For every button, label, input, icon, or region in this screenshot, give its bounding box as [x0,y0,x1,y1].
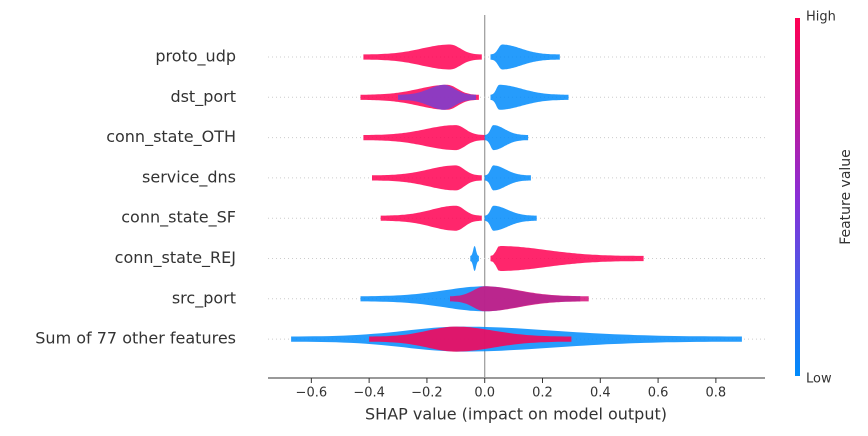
feature-label: conn_state_SF [121,208,236,228]
colorbar-label: Feature value [838,149,854,245]
swarm-blob [490,44,560,70]
x-axis-label: SHAP value (impact on model output) [365,405,667,424]
feature-label: proto_udp [155,47,236,67]
swarm-blob [484,125,529,151]
feature-label: service_dns [142,167,236,187]
colorbar-high: High [806,10,836,25]
swarm-blob [369,326,572,352]
swarm-blob [398,84,476,110]
swarm-blob [470,246,479,271]
swarm-blob [484,165,531,191]
swarm-blob [484,205,537,231]
feature-label: conn_state_REJ [115,248,236,268]
swarm-blob [450,286,589,312]
swarm-blob [490,84,569,110]
x-tick-label: 0.6 [648,386,669,401]
swarm-blob [380,205,482,231]
colorbar [795,18,800,376]
swarm-blob [363,125,485,151]
x-tick-label: 0.2 [532,386,553,401]
x-tick-label: 0.8 [706,386,727,401]
feature-label: conn_state_OTH [106,127,236,147]
x-tick-label: 0.4 [590,386,611,401]
colorbar-low: Low [806,372,832,387]
swarm-blob [372,165,482,191]
x-tick-label: −0.6 [296,386,328,401]
feature-label: dst_port [170,87,236,107]
swarm-blob [490,246,644,271]
x-tick-label: 0.0 [474,386,495,401]
swarm-blob [363,44,482,70]
x-tick-label: −0.2 [411,386,443,401]
x-tick-label: −0.4 [353,386,385,401]
feature-label: src_port [172,288,236,308]
feature-label: Sum of 77 other features [35,329,236,348]
